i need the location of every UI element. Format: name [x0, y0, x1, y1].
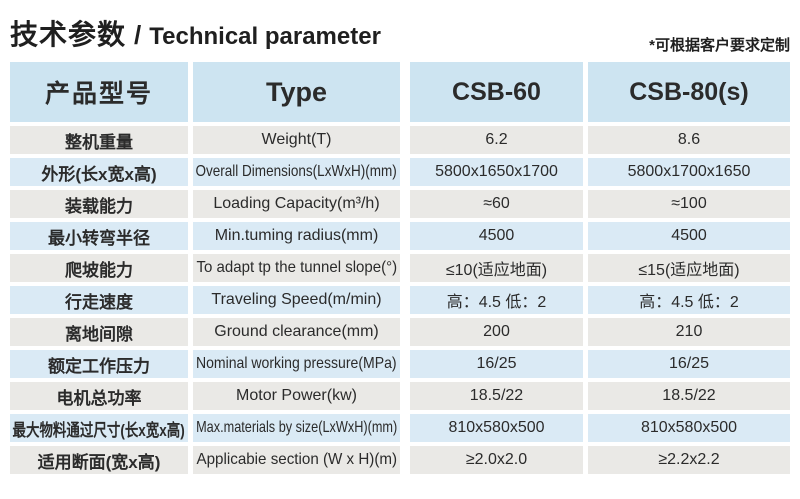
cell-applicable-section-zh: 适用断面(宽x高) [10, 446, 188, 474]
cell-max-material-size-csb80: 810x580x500 [588, 414, 790, 442]
cell-loading-capacity-zh: 装载能力 [10, 190, 188, 218]
page-title: 技术参数 / Technical parameter [10, 13, 381, 53]
cell-working-pressure-csb80: 16/25 [588, 350, 790, 378]
cell-traveling-speed-csb80: 高：4.5 低：2 [588, 286, 790, 314]
cell-overall-dimensions-en: Overall Dimensions(LxWxH)(mm) [193, 158, 400, 186]
header-csb-60: CSB-60 [410, 62, 583, 122]
cell-motor-power-csb60: 18.5/22 [410, 382, 583, 410]
cell-slope-ability-csb60: ≤10(适应地面) [410, 254, 583, 282]
cell-weight-zh: 整机重量 [10, 126, 188, 154]
cell-motor-power-csb80: 18.5/22 [588, 382, 790, 410]
cell-applicable-section-csb80: ≥2.2x2.2 [588, 446, 790, 474]
cell-ground-clearance-zh: 离地间隙 [10, 318, 188, 346]
model-values-table: CSB-60 CSB-80(s) 6.2 8.6 5800x1650x1700 … [410, 62, 790, 474]
cell-min-turning-radius-zh: 最小转弯半径 [10, 222, 188, 250]
cell-min-turning-radius-en: Min.tuming radius(mm) [193, 222, 400, 250]
cell-weight-csb80: 8.6 [588, 126, 790, 154]
cell-traveling-speed-zh: 行走速度 [10, 286, 188, 314]
cell-applicable-section-en: Applicabie section (W x H)(m) [193, 446, 400, 474]
cell-motor-power-zh: 电机总功率 [10, 382, 188, 410]
cell-loading-capacity-csb60: ≈60 [410, 190, 583, 218]
cell-loading-capacity-en: Loading Capacity(m³/h) [193, 190, 400, 218]
cell-working-pressure-zh: 额定工作压力 [10, 350, 188, 378]
cell-weight-csb60: 6.2 [410, 126, 583, 154]
cell-overall-dimensions-zh: 外形(长x宽x高) [10, 158, 188, 186]
cell-max-material-size-zh: 最大物料通过尺寸(长x宽x高) [10, 414, 188, 442]
cell-min-turning-radius-csb80: 4500 [588, 222, 790, 250]
cell-ground-clearance-en: Ground clearance(mm) [193, 318, 400, 346]
cell-overall-dimensions-csb80: 5800x1700x1650 [588, 158, 790, 186]
cell-weight-en: Weight(T) [193, 126, 400, 154]
header-type: Type [193, 62, 400, 122]
header-csb-80s: CSB-80(s) [588, 62, 790, 122]
cell-ground-clearance-csb80: 210 [588, 318, 790, 346]
cell-overall-dimensions-csb60: 5800x1650x1700 [410, 158, 583, 186]
cell-min-turning-radius-csb60: 4500 [410, 222, 583, 250]
cell-slope-ability-zh: 爬坡能力 [10, 254, 188, 282]
cell-traveling-speed-en: Traveling Speed(m/min) [193, 286, 400, 314]
cell-ground-clearance-csb60: 200 [410, 318, 583, 346]
cell-max-material-size-csb60: 810x580x500 [410, 414, 583, 442]
page-title-en: Technical parameter [149, 23, 381, 50]
cell-loading-capacity-csb80: ≈100 [588, 190, 790, 218]
parameter-name-table: 产品型号 Type 整机重量 Weight(T) 外形(长x宽x高) Overa… [10, 62, 400, 474]
cell-slope-ability-csb80: ≤15(适应地面) [588, 254, 790, 282]
cell-working-pressure-en: Nominal working pressure(MPa) [193, 350, 400, 378]
cell-slope-ability-en: To adapt tp the tunnel slope(°) [193, 254, 400, 282]
cell-motor-power-en: Motor Power(kw) [193, 382, 400, 410]
page-title-separator: / [134, 20, 142, 50]
cell-traveling-speed-csb60: 高：4.5 低：2 [410, 286, 583, 314]
cell-applicable-section-csb60: ≥2.0x2.0 [410, 446, 583, 474]
cell-working-pressure-csb60: 16/25 [410, 350, 583, 378]
customization-note: *可根据客户要求定制 [649, 37, 790, 54]
page-title-zh: 技术参数 [10, 19, 127, 50]
cell-max-material-size-en: Max.materials by size(LxWxH)(mm) [193, 414, 400, 442]
header-product-model: 产品型号 [10, 62, 188, 122]
